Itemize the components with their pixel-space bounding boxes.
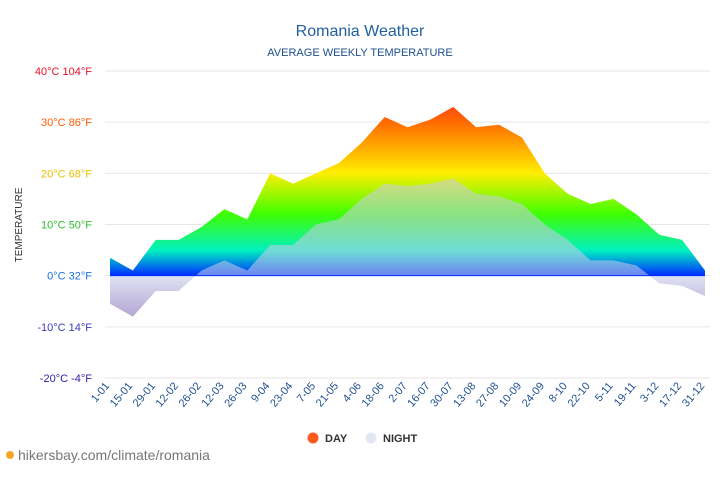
x-tick-label: 29-01: [131, 380, 158, 409]
chart-title: Romania Weather: [296, 23, 425, 40]
x-tick-label: 13-08: [451, 380, 478, 409]
legend-marker: [307, 432, 319, 444]
y-tick-label: 40°C 104°F: [35, 66, 92, 78]
x-tick-label: 26-03: [222, 380, 249, 409]
x-tick-label: 27-08: [474, 380, 501, 409]
area: [110, 178, 705, 317]
y-tick-label: 10°C 50°F: [41, 220, 92, 232]
x-tick-label: 22-10: [566, 380, 593, 409]
legend-marker: [365, 432, 377, 444]
y-tick-label: 20°C 68°F: [41, 168, 92, 180]
x-tick-label: 26-02: [177, 380, 204, 409]
x-tick-label: 30-07: [428, 380, 455, 409]
x-tick-label: 10-09: [497, 380, 524, 409]
y-axis-label: TEMPERATURE: [14, 187, 25, 262]
legend-label[interactable]: DAY: [325, 433, 348, 445]
y-tick-label: -10°C 14°F: [37, 322, 92, 334]
legend-label[interactable]: NIGHT: [383, 433, 418, 445]
y-tick-label: 0°C 32°F: [47, 271, 92, 283]
source: hikersbay.com/climate/romania: [18, 447, 210, 463]
x-tick-label: 19-11: [612, 380, 639, 409]
x-tick-label: 23-04: [268, 380, 295, 409]
y-tick-label: -20°C -4°F: [40, 373, 92, 385]
x-tick-label: 18-06: [360, 380, 387, 409]
pin-icon: [6, 451, 14, 459]
x-tick-label: 17-12: [657, 380, 684, 409]
x-tick-label: 21-05: [314, 380, 341, 409]
y-tick-label: 30°C 86°F: [41, 117, 92, 129]
x-tick-label: 12-02: [154, 380, 181, 409]
x-tick-label: 24-09: [520, 380, 547, 409]
x-tick-label: 31-12: [680, 380, 707, 409]
chart-subtitle: AVERAGE WEEKLY TEMPERATURE: [267, 47, 452, 59]
x-tick-label: 12-03: [199, 380, 226, 409]
x-tick-label: 16-07: [405, 380, 432, 409]
x-tick-label: 15-01: [108, 380, 135, 409]
